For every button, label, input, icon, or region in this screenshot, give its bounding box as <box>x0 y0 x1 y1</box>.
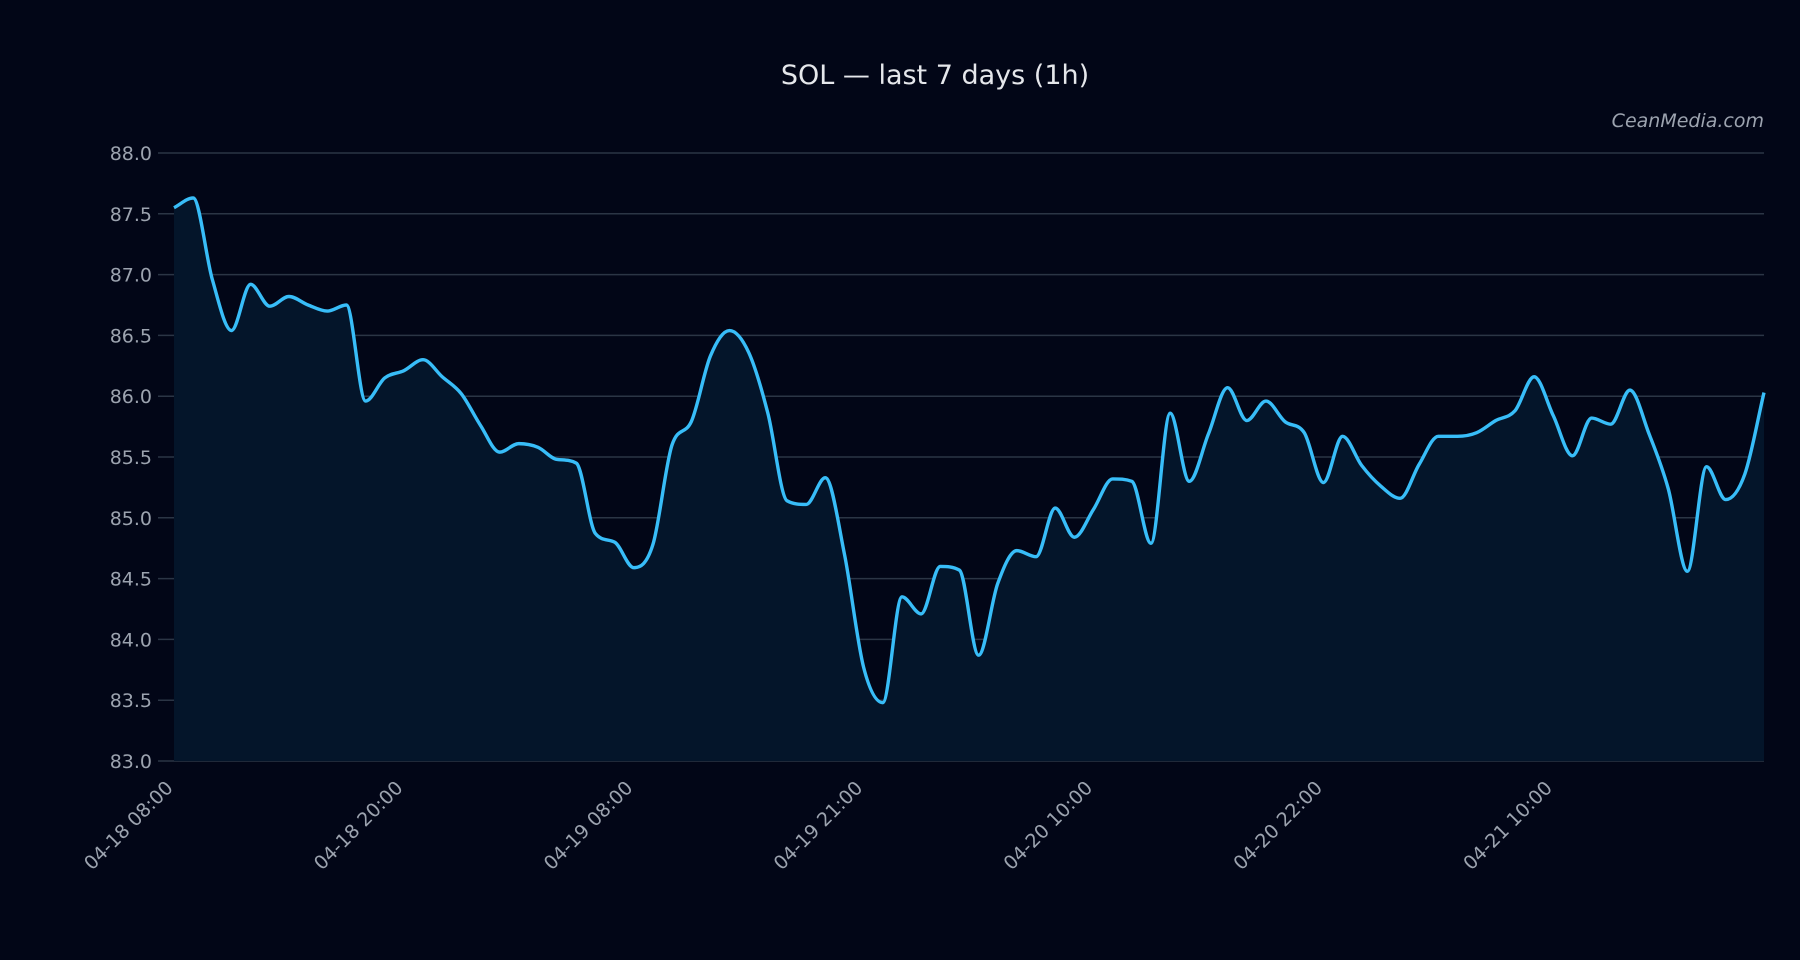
y-axis: 83.0 83.5 84.0 84.5 85.0 85.5 86.0 86.5 87.0 87.5… <box>110 143 152 773</box>
y-tick-label: 86.0 <box>110 386 152 408</box>
y-tick-label: 84.5 <box>110 569 152 591</box>
price-line <box>173 196 1766 705</box>
y-tick-label: 85.0 <box>110 508 152 530</box>
y-tick-label: 85.5 <box>110 447 152 469</box>
y-tick-label: 83.0 <box>110 751 152 773</box>
y-tick-label: 83.5 <box>110 690 152 712</box>
area-fill <box>174 197 1764 761</box>
chart-title: SOL — last 7 days (1h) <box>781 60 1089 91</box>
y-tick-label: 87.0 <box>110 265 152 287</box>
y-tick-label: 86.5 <box>110 325 152 347</box>
y-tick-label: 87.5 <box>110 204 152 226</box>
y-tick-label: 88.0 <box>110 143 152 165</box>
watermark: CeanMedia.com <box>1612 110 1764 132</box>
y-tick-label: 84.0 <box>110 629 152 651</box>
